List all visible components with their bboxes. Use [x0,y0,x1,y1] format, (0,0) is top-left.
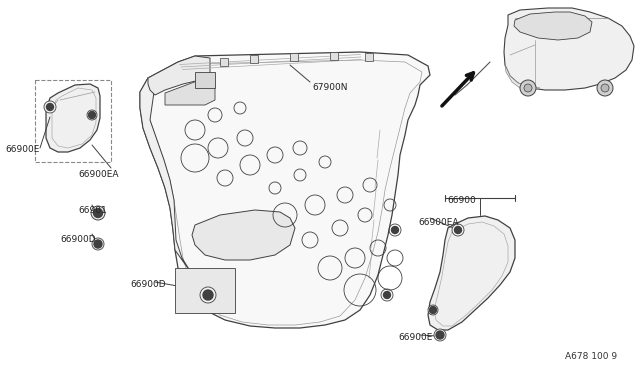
Bar [175,268,235,313]
Text: 66900: 66900 [447,196,476,205]
Polygon shape [140,78,192,274]
Circle shape [383,292,390,298]
Circle shape [454,227,461,234]
Circle shape [93,208,102,218]
Circle shape [92,238,104,250]
Circle shape [601,84,609,92]
Circle shape [436,331,444,339]
Circle shape [87,110,97,120]
Bar [365,53,373,61]
Circle shape [392,227,399,234]
Circle shape [524,84,532,92]
Circle shape [520,80,536,96]
Text: 66900D: 66900D [130,280,166,289]
Circle shape [428,305,438,315]
Text: 66900EA: 66900EA [78,170,118,179]
Polygon shape [140,52,430,328]
Circle shape [597,80,613,96]
Circle shape [429,307,436,314]
Text: A678 100 9: A678 100 9 [565,352,617,361]
Circle shape [434,329,446,341]
Polygon shape [165,78,215,105]
Circle shape [47,103,54,110]
Polygon shape [504,8,634,90]
Text: 66900E: 66900E [398,333,433,342]
Bar [195,72,215,88]
Circle shape [91,206,105,220]
Bar [220,58,228,66]
Polygon shape [428,216,515,330]
Bar [35,80,111,162]
Bar [290,53,298,61]
Bar [250,55,258,63]
Circle shape [44,101,56,113]
Circle shape [203,290,213,300]
Circle shape [94,240,102,248]
Circle shape [452,224,464,236]
Text: 67900N: 67900N [312,83,348,92]
Text: 66900E: 66900E [5,145,40,154]
Text: 66900EA: 66900EA [418,218,458,227]
Circle shape [88,112,95,119]
Text: 66900D: 66900D [60,235,95,244]
Polygon shape [148,56,210,95]
Polygon shape [46,84,100,152]
Text: 66901: 66901 [78,206,107,215]
Bar [330,52,338,60]
Polygon shape [505,65,540,90]
Polygon shape [514,12,592,40]
Circle shape [200,287,216,303]
Polygon shape [192,210,295,260]
